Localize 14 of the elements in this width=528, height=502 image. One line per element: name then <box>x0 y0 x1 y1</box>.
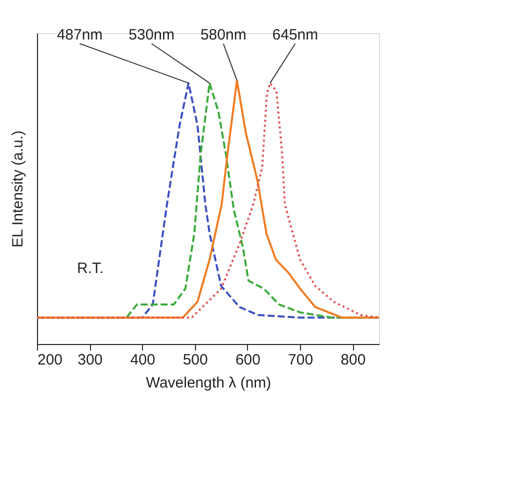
x-tick-label: 600 <box>235 352 260 368</box>
x-tick-label: 300 <box>78 352 103 368</box>
annotation: 580nm <box>200 26 246 44</box>
x-tick-label: 500 <box>182 352 208 368</box>
x-axis-title: Wavelength λ (nm) <box>146 374 272 392</box>
annotation: 487nm <box>56 26 103 44</box>
y-axis-title: EL Intensity (a.u.) <box>10 130 26 248</box>
x-tick-label: 400 <box>130 352 156 368</box>
annotation: 645nm <box>272 26 318 44</box>
annotation: 530nm <box>128 26 175 44</box>
annotation: R.T. <box>77 260 104 277</box>
x-tick-label: 200 <box>38 352 63 368</box>
x-tick-label: 700 <box>288 352 314 368</box>
x-tick-label: 800 <box>340 352 366 368</box>
